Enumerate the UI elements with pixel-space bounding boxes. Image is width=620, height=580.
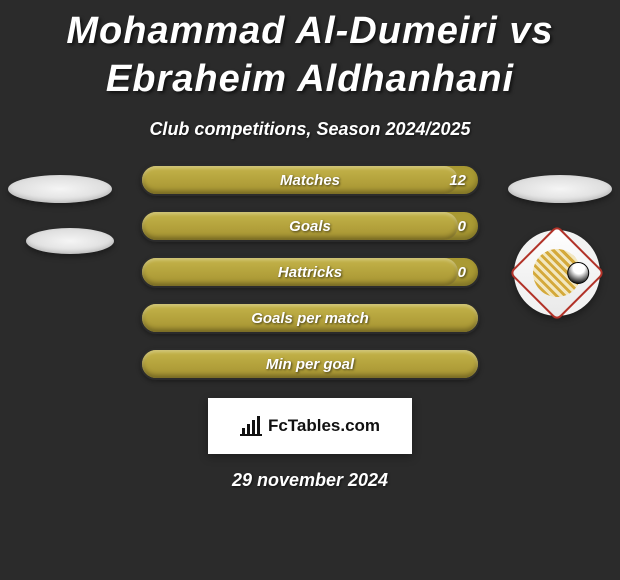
stat-row: Min per goal — [140, 348, 480, 380]
stat-label: Matches — [280, 172, 340, 189]
stat-label: Goals — [289, 218, 331, 235]
stat-label: Min per goal — [266, 356, 354, 373]
brand-label: FcTables.com — [268, 416, 380, 436]
right-player-placeholder-1 — [508, 175, 612, 203]
subtitle: Club competitions, Season 2024/2025 — [0, 119, 620, 140]
brand-card[interactable]: FcTables.com — [208, 398, 412, 454]
left-player-placeholder-1 — [8, 175, 112, 203]
stat-value-right: 0 — [458, 218, 466, 235]
stat-row: Goals 0 — [140, 210, 480, 242]
left-player-placeholder-2 — [26, 228, 114, 254]
stat-label: Hattricks — [278, 264, 342, 281]
stat-value-right: 12 — [449, 172, 466, 189]
right-club-badge — [514, 230, 600, 316]
comparison-chart: Matches 12 Goals 0 Hattricks 0 Goals per match… — [140, 164, 480, 380]
stat-row: Matches 12 — [140, 164, 480, 196]
stat-row: Hattricks 0 — [140, 256, 480, 288]
stat-label: Goals per match — [251, 310, 369, 327]
generated-date: 29 november 2024 — [0, 470, 620, 491]
bar-chart-icon — [240, 416, 262, 436]
page-title: Mohammad Al-Dumeiri vs Ebraheim Aldhanha… — [0, 0, 620, 109]
stat-row: Goals per match — [140, 302, 480, 334]
club-badge-diamond — [509, 225, 605, 321]
stat-value-right: 0 — [458, 264, 466, 281]
